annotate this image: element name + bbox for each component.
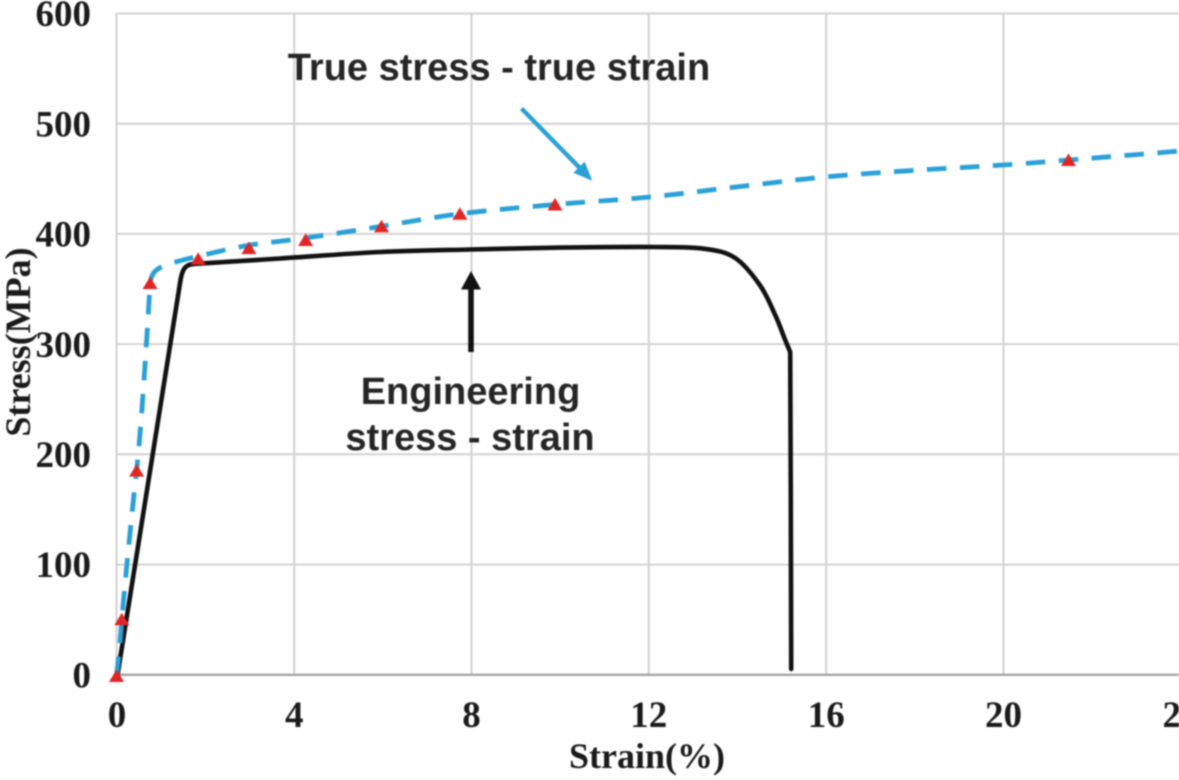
svg-text:300: 300 <box>36 325 92 366</box>
svg-text:200: 200 <box>36 435 92 476</box>
svg-text:8: 8 <box>462 695 481 736</box>
svg-text:0: 0 <box>73 655 92 696</box>
svg-text:100: 100 <box>36 545 92 586</box>
svg-text:Stress(MPa): Stress(MPa) <box>0 247 38 436</box>
svg-text:stress - strain: stress - strain <box>345 417 594 459</box>
svg-text:400: 400 <box>36 215 92 256</box>
svg-text:4: 4 <box>285 695 304 736</box>
svg-text:0: 0 <box>108 695 127 736</box>
svg-text:500: 500 <box>36 104 92 145</box>
svg-text:16: 16 <box>808 695 845 736</box>
svg-text:24: 24 <box>1163 695 1179 736</box>
svg-text:Engineering: Engineering <box>361 371 581 413</box>
svg-text:True stress - true strain: True stress - true strain <box>288 47 710 89</box>
svg-text:600: 600 <box>36 0 92 35</box>
svg-text:12: 12 <box>630 695 667 736</box>
svg-text:20: 20 <box>985 695 1022 736</box>
svg-text:Strain(%): Strain(%) <box>569 736 725 776</box>
